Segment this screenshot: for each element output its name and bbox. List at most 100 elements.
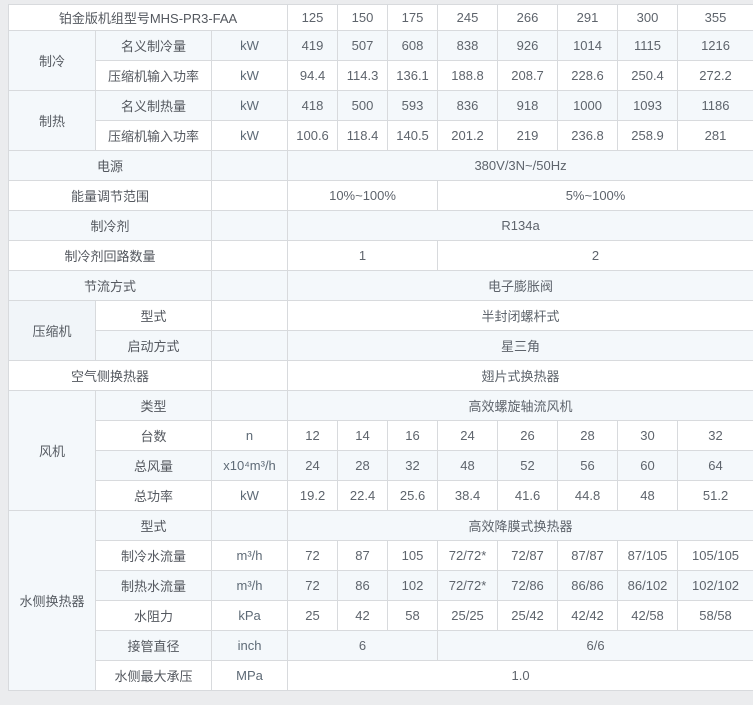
merged-value-cell: 10%~100% bbox=[287, 180, 439, 211]
value-cell: 19.2 bbox=[287, 480, 339, 511]
table-row: 接管直径 inch 6 6/6 bbox=[9, 630, 753, 661]
unit-cell-empty bbox=[210, 180, 289, 211]
group-label-cooling: 制冷 bbox=[8, 30, 96, 91]
value-cell: 58 bbox=[387, 600, 439, 631]
value-cell: 58/58 bbox=[677, 600, 753, 631]
value-cell: 1186 bbox=[677, 90, 753, 121]
value-cell: 64 bbox=[677, 450, 753, 481]
unit-cell: kW bbox=[210, 90, 289, 121]
unit-cell-empty bbox=[210, 240, 289, 271]
row-label: 空气侧换热器 bbox=[8, 360, 212, 391]
table-row: 电源 380V/3N~/50Hz bbox=[8, 150, 753, 181]
value-cell: 24 bbox=[287, 450, 339, 481]
model-column-header: 175 bbox=[387, 4, 439, 31]
value-cell: 201.2 bbox=[437, 120, 499, 151]
row-label: 总功率 bbox=[95, 480, 212, 511]
model-column-header: 266 bbox=[497, 4, 559, 31]
table-row: 制冷剂回路数量 1 2 bbox=[8, 240, 753, 271]
value-cell: 41.6 bbox=[497, 480, 559, 511]
merged-value-cell: 1.0 bbox=[287, 660, 753, 691]
value-cell: 51.2 bbox=[677, 480, 753, 511]
unit-cell: MPa bbox=[210, 660, 289, 691]
value-cell: 86 bbox=[337, 570, 389, 601]
row-label: 型式 bbox=[95, 300, 212, 331]
row-label: 台数 bbox=[95, 420, 212, 451]
table-row: 制热水流量 m³/h 72 86 102 72/72* 72/86 86/86 … bbox=[9, 570, 753, 601]
table-row: 台数 n 12 14 16 24 26 28 30 32 bbox=[9, 420, 753, 451]
merged-value-cell: 翅片式换热器 bbox=[287, 360, 753, 391]
table-row: 压缩机输入功率 kW 100.6 118.4 140.5 201.2 219 2… bbox=[9, 120, 753, 151]
merged-value-cell: 星三角 bbox=[287, 330, 753, 361]
table-row: 水阻力 kPa 25 42 58 25/25 25/42 42/42 42/58… bbox=[9, 600, 753, 631]
value-cell: 25/42 bbox=[497, 600, 559, 631]
group-label-water-hx: 水侧换热器 bbox=[8, 510, 96, 691]
group-label-fan: 风机 bbox=[8, 390, 96, 511]
value-cell: 208.7 bbox=[497, 60, 559, 91]
table-row: 水侧最大承压 MPa 1.0 bbox=[9, 660, 753, 691]
unit-cell-empty bbox=[210, 270, 289, 301]
value-cell: 114.3 bbox=[337, 60, 389, 91]
value-cell: 72/87 bbox=[497, 540, 559, 571]
unit-cell: m³/h bbox=[210, 540, 289, 571]
value-cell: 140.5 bbox=[387, 120, 439, 151]
table-row: 制冷剂 R134a bbox=[8, 210, 753, 241]
row-label: 名义制冷量 bbox=[95, 30, 212, 61]
value-cell: 1000 bbox=[557, 90, 619, 121]
row-label: 类型 bbox=[95, 390, 212, 421]
table-row: 压缩机 型式 半封闭螺杆式 bbox=[8, 300, 753, 361]
value-cell: 72 bbox=[287, 570, 339, 601]
model-column-header: 125 bbox=[287, 4, 339, 31]
value-cell: 608 bbox=[387, 30, 439, 61]
table-row: 制冷水流量 m³/h 72 87 105 72/72* 72/87 87/87 … bbox=[9, 540, 753, 571]
table-row: 总功率 kW 19.2 22.4 25.6 38.4 41.6 44.8 48 … bbox=[9, 480, 753, 511]
value-cell: 16 bbox=[387, 420, 439, 451]
row-label: 节流方式 bbox=[8, 270, 212, 301]
value-cell: 87/87 bbox=[557, 540, 619, 571]
value-cell: 105/105 bbox=[677, 540, 753, 571]
table-row: 启动方式 星三角 bbox=[9, 330, 753, 361]
table-row: 水侧换热器 型式 高效降膜式换热器 bbox=[8, 510, 753, 691]
unit-cell: kW bbox=[210, 30, 289, 61]
unit-cell-empty bbox=[210, 390, 289, 421]
table-row: 铂金版机组型号MHS-PR3-FAA 125 150 175 245 266 2… bbox=[7, 4, 753, 31]
value-cell: 87/105 bbox=[617, 540, 679, 571]
model-title: 铂金版机组型号MHS-PR3-FAA bbox=[7, 4, 289, 31]
merged-value-cell: 2 bbox=[437, 240, 753, 271]
value-cell: 219 bbox=[497, 120, 559, 151]
row-label: 型式 bbox=[95, 510, 212, 541]
merged-value-cell: 380V/3N~/50Hz bbox=[287, 150, 753, 181]
value-cell: 72/72* bbox=[437, 540, 499, 571]
row-label: 压缩机输入功率 bbox=[95, 60, 212, 91]
unit-cell-empty bbox=[210, 510, 289, 541]
merged-value-cell: 5%~100% bbox=[437, 180, 753, 211]
value-cell: 44.8 bbox=[557, 480, 619, 511]
chiller-spec-table: 铂金版机组型号MHS-PR3-FAA 125 150 175 245 266 2… bbox=[7, 4, 753, 691]
value-cell: 102/102 bbox=[677, 570, 753, 601]
value-cell: 14 bbox=[337, 420, 389, 451]
model-column-header: 355 bbox=[677, 4, 753, 31]
model-column-header: 150 bbox=[337, 4, 389, 31]
value-cell: 100.6 bbox=[287, 120, 339, 151]
model-column-header: 300 bbox=[617, 4, 679, 31]
value-cell: 12 bbox=[287, 420, 339, 451]
row-label: 压缩机输入功率 bbox=[95, 120, 212, 151]
value-cell: 32 bbox=[677, 420, 753, 451]
row-label: 制冷水流量 bbox=[95, 540, 212, 571]
row-label: 启动方式 bbox=[95, 330, 212, 361]
value-cell: 1115 bbox=[617, 30, 679, 61]
unit-cell-empty bbox=[210, 210, 289, 241]
row-label: 接管直径 bbox=[95, 630, 212, 661]
unit-cell: inch bbox=[210, 630, 289, 661]
unit-cell: m³/h bbox=[210, 570, 289, 601]
value-cell: 56 bbox=[557, 450, 619, 481]
value-cell: 272.2 bbox=[677, 60, 753, 91]
value-cell: 52 bbox=[497, 450, 559, 481]
table-row: 制冷 名义制冷量 kW 419 507 608 838 926 1014 111… bbox=[8, 30, 753, 91]
merged-value-cell: 6/6 bbox=[437, 630, 753, 661]
table-row: 总风量 x10⁴m³/h 24 28 32 48 52 56 60 64 bbox=[9, 450, 753, 481]
table-row: 制热 名义制热量 kW 418 500 593 836 918 1000 109… bbox=[8, 90, 753, 151]
row-label: 总风量 bbox=[95, 450, 212, 481]
value-cell: 419 bbox=[287, 30, 339, 61]
value-cell: 25/25 bbox=[437, 600, 499, 631]
